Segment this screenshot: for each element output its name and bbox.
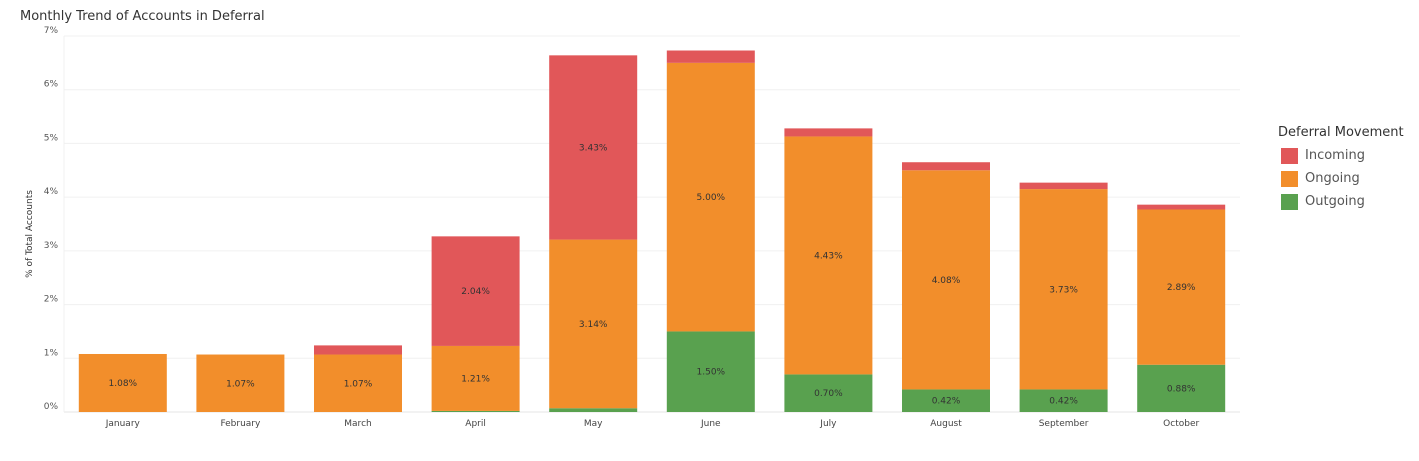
bar-segment-ongoing [196,354,285,412]
data-label: 2.89% [1167,283,1196,293]
y-tick-label: 6% [44,80,59,90]
x-tick-label: September [1039,419,1089,429]
bar-segment-incoming [902,162,990,171]
bar-segment-incoming [549,55,638,240]
data-label: 1.07% [344,379,373,389]
bar-segment-ongoing [666,62,755,332]
legend-item-ongoing[interactable]: Ongoing [1278,167,1404,190]
bar-segment-ongoing [78,353,167,412]
data-label: 3.14% [579,320,608,330]
data-label: 1.08% [109,379,138,389]
data-label: 1.21% [461,374,490,384]
legend-label: Outgoing [1305,194,1365,209]
data-label: 1.07% [226,379,255,389]
legend-swatch [1281,193,1298,210]
legend-title: Deferral Movement [1278,125,1404,140]
legend-item-outgoing[interactable]: Outgoing [1278,190,1404,213]
data-label: 4.08% [932,276,961,286]
x-tick-label: March [344,419,371,429]
data-label: 3.43% [579,143,608,153]
x-tick-label: April [465,419,486,429]
bar-segment-ongoing [1019,189,1108,390]
chart-title: Monthly Trend of Accounts in Deferral [20,9,265,24]
legend-item-incoming[interactable]: Incoming [1278,144,1404,167]
y-tick-label: 4% [44,187,59,197]
legend-label: Ongoing [1305,171,1360,186]
bar-segment-outgoing [784,374,873,412]
bar-segment-ongoing [902,170,990,390]
legend-swatch [1281,147,1298,164]
bar-segment-ongoing [549,239,638,409]
bar-segment-ongoing [314,354,402,412]
bar-segment-ongoing [1137,209,1226,365]
data-label: 0.70% [814,389,843,399]
y-tick-label: 2% [44,295,59,305]
bar-segment-outgoing [666,331,755,412]
x-tick-label: August [930,419,962,429]
legend-swatch [1281,170,1298,187]
bar-segment-outgoing [902,389,990,412]
bar-segment-incoming [784,128,873,137]
data-label: 3.73% [1049,285,1078,295]
y-axis-label: % of Total Accounts [25,190,35,278]
data-label: 5.00% [697,193,726,203]
bar-segment-ongoing [431,345,520,411]
data-label: 0.88% [1167,384,1196,394]
bar-segment-incoming [431,236,520,346]
legend: Deferral Movement Incoming Ongoing Outgoin… [1278,125,1404,213]
bar-segment-outgoing [1019,389,1108,412]
y-tick-label: 5% [44,133,59,143]
bar-segment-ongoing [784,136,873,375]
x-tick-label: October [1163,419,1199,429]
x-tick-label: July [819,419,837,429]
x-tick-label: January [105,419,141,429]
bar-segment-incoming [314,345,402,355]
bar-segment-incoming [1137,204,1226,210]
y-tick-label: 1% [44,348,59,358]
bar-segment-incoming [666,50,755,63]
bar-segment-outgoing [549,408,638,412]
y-tick-label: 0% [44,402,59,412]
data-label: 0.42% [932,397,961,407]
data-label: 0.42% [1049,397,1078,407]
data-label: 2.04% [461,287,490,297]
x-tick-label: June [700,419,721,429]
y-tick-label: 3% [44,241,59,251]
bar-segment-incoming [1019,182,1108,190]
bar-segment-outgoing [1137,364,1226,412]
data-label: 1.50% [697,368,726,378]
x-tick-label: February [220,419,261,429]
legend-label: Incoming [1305,148,1365,163]
x-tick-label: May [584,419,603,429]
y-tick-label: 7% [44,26,59,36]
bar-segment-outgoing [431,410,520,412]
data-label: 4.43% [814,251,843,261]
